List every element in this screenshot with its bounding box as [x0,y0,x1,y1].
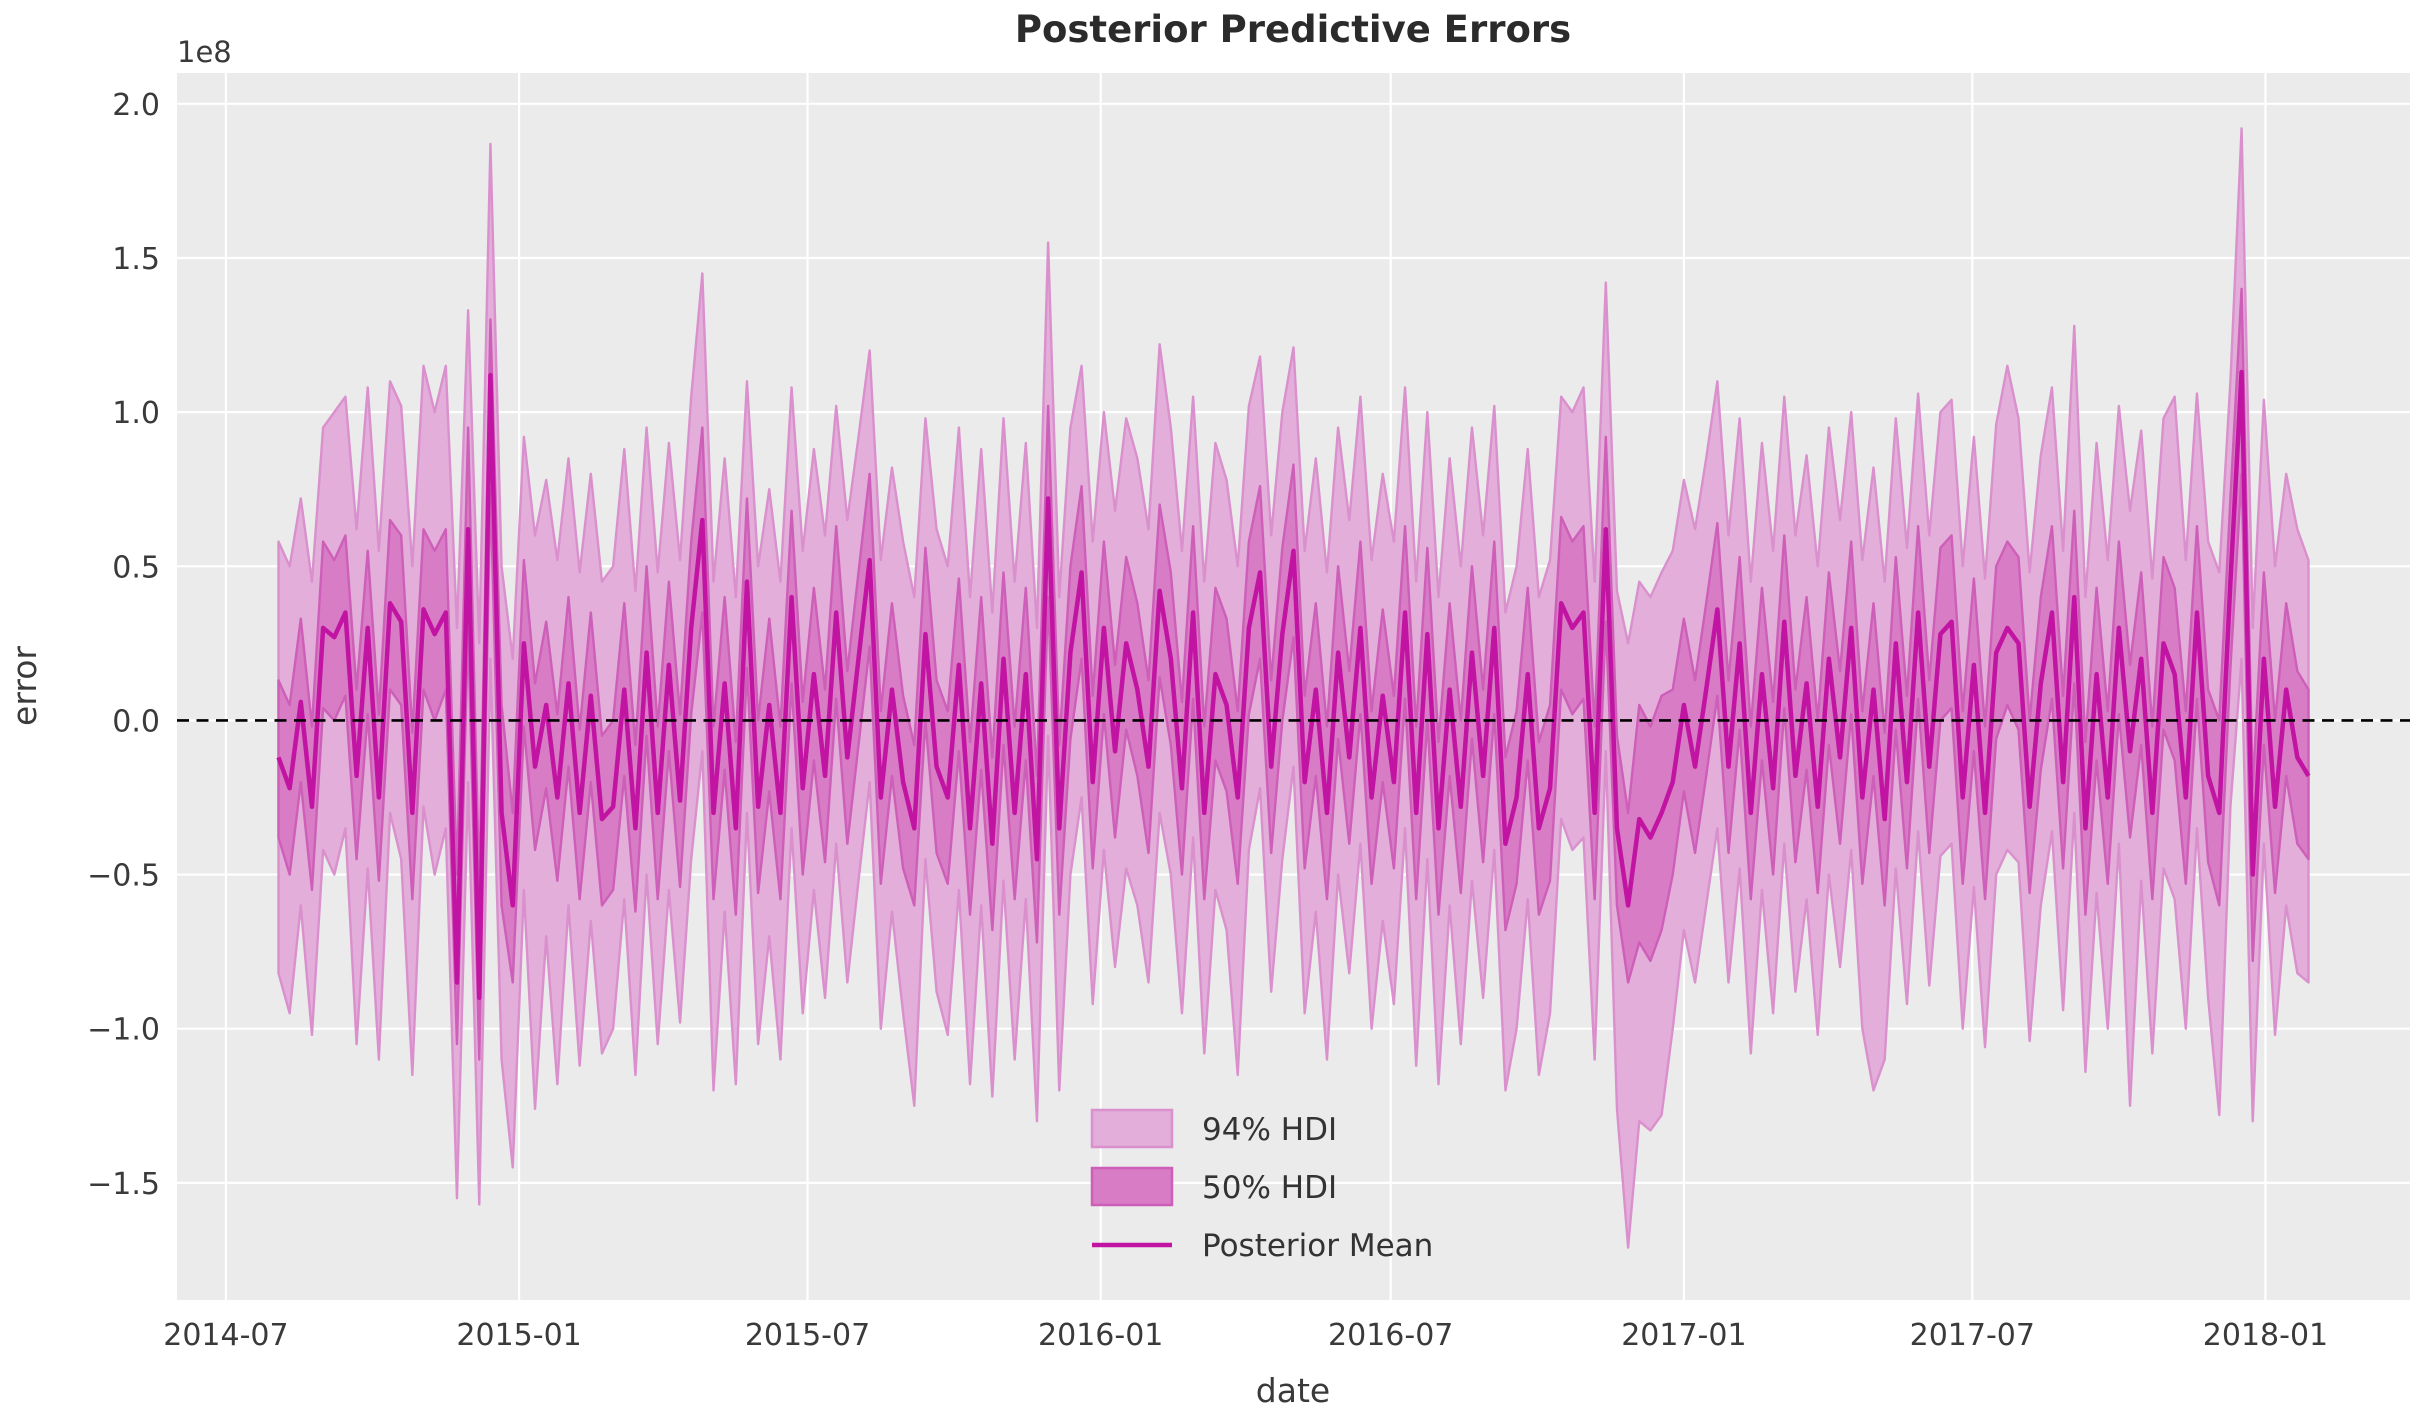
x-axis-label: date [1256,1371,1330,1410]
x-tick-label: 2015-07 [745,1318,870,1353]
posterior-mean-line [276,369,2311,1001]
y-axis-offset-label: 1e8 [177,35,232,69]
hdi-50-band [277,287,2310,1061]
legend-swatch-50-hdi [1090,1166,1174,1207]
x-tick-label: 2016-07 [1328,1318,1453,1353]
legend-label-94-hdi: 94% HDI [1202,1112,1337,1148]
y-tick-label: −0.5 [87,859,160,894]
y-tick-label: 1.5 [112,242,160,277]
y-axis-tick-labels: 2.0 1.5 1.0 0.5 0.0 −0.5 −1.0 −1.5 [87,88,160,1202]
y-tick-label: 0.0 [112,704,160,739]
x-tick-label: 2014-07 [163,1318,288,1353]
x-tick-label: 2017-01 [1621,1318,1746,1353]
legend-label-posterior-mean: Posterior Mean [1202,1228,1433,1264]
y-tick-label: −1.5 [87,1167,160,1202]
x-tick-label: 2016-01 [1038,1318,1163,1353]
legend-label-50-hdi: 50% HDI [1202,1170,1337,1206]
hdi-94-band [277,127,2310,1249]
legend: 94% HDI 50% HDI Posterior Mean [1090,1108,1433,1264]
y-tick-label: −1.0 [87,1013,160,1048]
x-tick-label: 2015-01 [456,1318,581,1353]
x-axis-tick-labels: 2014-07 2015-01 2015-07 2016-01 2016-07 2017-… [163,1318,2328,1353]
chart-title: Posterior Predictive Errors [1015,8,1571,51]
x-tick-label: 2017-07 [1910,1318,2035,1353]
y-tick-label: 2.0 [112,88,160,123]
hdi-bands [277,127,2310,1249]
y-tick-label: 1.0 [112,396,160,431]
y-axis-label: error [5,646,44,726]
y-tick-label: 0.5 [112,550,160,585]
x-tick-label: 2018-01 [2203,1318,2328,1353]
legend-swatch-94-hdi [1090,1108,1174,1149]
